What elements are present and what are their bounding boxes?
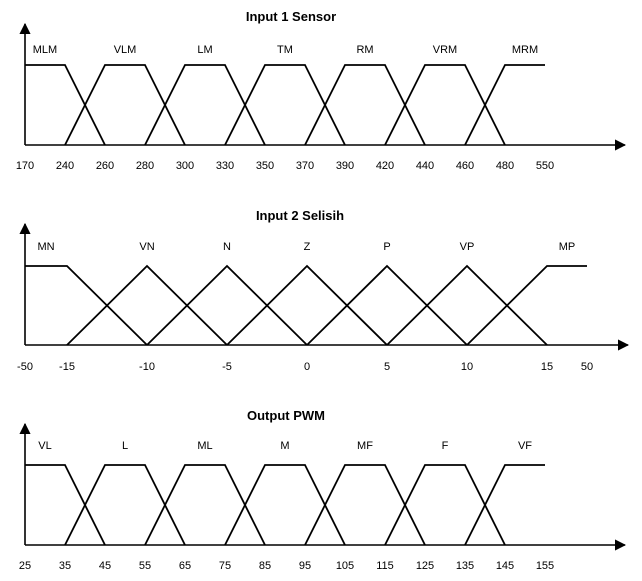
tick-label: 25 [19, 560, 31, 572]
membership-functions [25, 464, 545, 546]
tick-label: 155 [536, 560, 554, 572]
membership-functions [25, 264, 587, 346]
tick-label: -5 [222, 361, 232, 373]
set-label-mf: MF [357, 440, 373, 452]
set-label-m: M [280, 440, 289, 452]
tick-labels: 25 35 45 55 65 75 85 95 105 115 125 135 145 155 [19, 560, 554, 572]
tick-label: 330 [216, 160, 234, 172]
set-label-lm: LM [197, 44, 212, 56]
tick-label: 370 [296, 160, 314, 172]
set-label-vlm: VLM [114, 44, 137, 56]
tick-label: -15 [59, 361, 75, 373]
set-label-rm: RM [356, 44, 373, 56]
set-label-mn: MN [37, 241, 54, 253]
membership-function-m [224, 464, 346, 546]
tick-label: 420 [376, 160, 394, 172]
tick-label: 350 [256, 160, 274, 172]
tick-label: 260 [96, 160, 114, 172]
tick-label: 135 [456, 560, 474, 572]
set-label-vf: VF [518, 440, 532, 452]
set-labels: VL L ML M MF F VF [38, 440, 532, 452]
tick-label: 300 [176, 160, 194, 172]
set-label-f: F [442, 440, 449, 452]
set-label-vp: VP [460, 241, 475, 253]
set-label-mp: MP [559, 241, 576, 253]
membership-function-lm [144, 64, 266, 146]
chart-input-2-selisih: Input 2 Selisih MN VN N Z P VP MP -50 -15 -10 -5 0… [17, 208, 630, 373]
set-label-vrm: VRM [433, 44, 457, 56]
membership-function-mn [25, 265, 148, 346]
membership-function-vp [386, 264, 548, 346]
set-label-l: L [122, 440, 128, 452]
chart-title: Input 2 Selisih [256, 208, 344, 223]
tick-label: 0 [304, 361, 310, 373]
membership-function-mf [304, 464, 426, 546]
membership-function-vf [464, 464, 545, 546]
set-label-p: P [383, 241, 390, 253]
membership-function-vn [66, 264, 228, 346]
membership-function-vlm [64, 64, 186, 146]
tick-label: 10 [461, 361, 473, 373]
tick-label: 15 [541, 361, 553, 373]
tick-label: 550 [536, 160, 554, 172]
set-label-vn: VN [139, 241, 154, 253]
tick-label: 145 [496, 560, 514, 572]
tick-labels: 170 240 260 280 300 330 350 370 390 420 440 460 480 5… [16, 160, 554, 172]
membership-function-l [64, 464, 186, 546]
tick-label: 480 [496, 160, 514, 172]
tick-label: -50 [17, 361, 33, 373]
set-label-vl: VL [38, 440, 51, 452]
membership-function-p [306, 264, 468, 346]
tick-label: 440 [416, 160, 434, 172]
tick-label: 240 [56, 160, 74, 172]
tick-labels: -50 -15 -10 -5 0 5 10 15 50 [17, 361, 593, 373]
set-label-n: N [223, 241, 231, 253]
set-label-ml: ML [197, 440, 212, 452]
chart-output-pwm: Output PWM VL L ML M MF F VF 25 35 45 55 65 75 85 95 1… [19, 408, 627, 572]
chart-input-1-sensor: Input 1 Sensor MLM VLM LM TM RM VRM MRM 170 240… [16, 9, 627, 172]
set-label-mlm: MLM [33, 44, 57, 56]
set-labels: MLM VLM LM TM RM VRM MRM [33, 44, 538, 56]
tick-label: 115 [376, 560, 394, 572]
tick-label: 280 [136, 160, 154, 172]
membership-function-mrm [464, 64, 545, 146]
set-labels: MN VN N Z P VP MP [37, 241, 575, 253]
tick-label: 45 [99, 560, 111, 572]
tick-label: 75 [219, 560, 231, 572]
tick-label: 85 [259, 560, 271, 572]
tick-label: 125 [416, 560, 434, 572]
tick-label: 170 [16, 160, 34, 172]
tick-label: 65 [179, 560, 191, 572]
membership-function-n [146, 264, 308, 346]
tick-label: 105 [336, 560, 354, 572]
set-label-z: Z [304, 241, 311, 253]
membership-function-vrm [384, 64, 506, 146]
membership-functions [25, 64, 545, 146]
tick-label: 460 [456, 160, 474, 172]
membership-function-vl [25, 464, 106, 546]
membership-function-rm [304, 64, 426, 146]
tick-label: 390 [336, 160, 354, 172]
tick-label: 95 [299, 560, 311, 572]
membership-function-tm [224, 64, 346, 146]
membership-function-f [384, 464, 506, 546]
tick-label: -10 [139, 361, 155, 373]
membership-function-ml [144, 464, 266, 546]
membership-function-z [226, 264, 388, 346]
chart-title: Output PWM [247, 408, 325, 423]
tick-label: 50 [581, 361, 593, 373]
membership-function-mlm [25, 64, 106, 146]
membership-function-mp [466, 265, 587, 346]
tick-label: 5 [384, 361, 390, 373]
tick-label: 35 [59, 560, 71, 572]
set-label-mrm: MRM [512, 44, 538, 56]
chart-title: Input 1 Sensor [246, 9, 336, 24]
tick-label: 55 [139, 560, 151, 572]
set-label-tm: TM [277, 44, 293, 56]
